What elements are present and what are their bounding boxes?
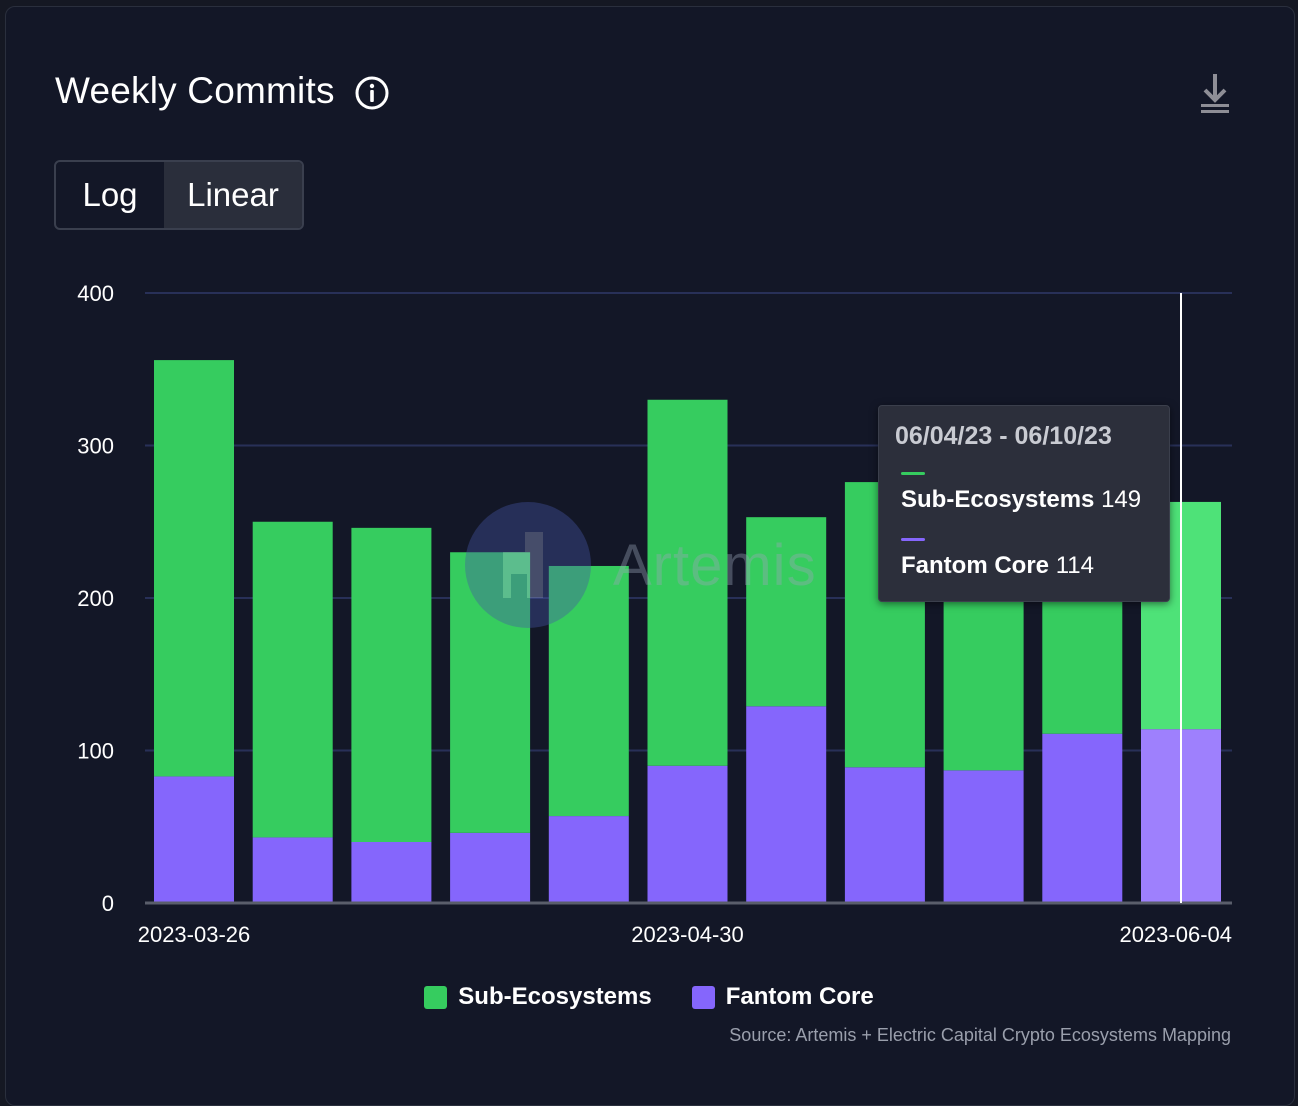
tooltip-fantom-core-marker — [901, 538, 925, 541]
bar-fantom-core[interactable] — [154, 776, 234, 903]
bar-fantom-core[interactable] — [844, 767, 925, 903]
y-axis-ticks: 0 100 200 300 400 — [77, 281, 114, 916]
bar-sub-ecosystems[interactable] — [746, 517, 827, 707]
scale-toggle: Log Linear — [54, 160, 304, 230]
x-tick-label: 2023-06-04 — [1119, 922, 1232, 947]
tooltip-row-sub-ecosystems: Sub-Ecosystems 149 — [901, 486, 1141, 514]
legend-label: Sub-Ecosystems — [458, 983, 652, 1010]
bar-sub-ecosystems[interactable] — [252, 521, 333, 838]
hover-tooltip: 06/04/23 - 06/10/23 Sub-Ecosystems 149 F… — [878, 405, 1170, 602]
legend-item-fantom-core[interactable]: Fantom Core — [691, 983, 874, 1011]
legend-label: Fantom Core — [725, 983, 874, 1010]
tooltip-label: Sub-Ecosystems — [901, 486, 1095, 513]
y-tick-label: 400 — [77, 281, 114, 306]
info-icon[interactable] — [354, 75, 390, 111]
bar-sub-ecosystems[interactable] — [450, 552, 531, 833]
bar-fantom-core[interactable] — [252, 837, 333, 903]
y-tick-label: 200 — [77, 586, 114, 611]
chart-title: Weekly Commits — [55, 70, 335, 111]
bar-fantom-core[interactable] — [450, 832, 531, 903]
tooltip-row-fantom-core: Fantom Core 114 — [901, 552, 1094, 580]
bar-fantom-core[interactable] — [943, 770, 1024, 903]
legend-swatch — [424, 985, 448, 1009]
legend-swatch — [691, 985, 715, 1009]
log-scale-button[interactable]: Log — [82, 176, 138, 213]
y-tick-label: 100 — [77, 739, 114, 764]
bar-sub-ecosystems[interactable] — [647, 399, 728, 766]
bar-sub-ecosystems[interactable] — [351, 527, 432, 842]
tooltip-sub-ecosystems-marker — [901, 472, 925, 475]
tooltip-date-range: 06/04/23 - 06/10/23 — [895, 422, 1112, 450]
y-tick-label: 0 — [102, 891, 114, 916]
x-tick-label: 2023-03-26 — [138, 922, 251, 947]
bar-sub-ecosystems[interactable] — [154, 360, 234, 777]
bar-fantom-core[interactable] — [548, 816, 629, 903]
legend-item-sub-ecosystems[interactable]: Sub-Ecosystems — [424, 983, 652, 1011]
download-icon[interactable] — [1198, 72, 1232, 114]
x-tick-label: 2023-04-30 — [631, 922, 744, 947]
x-axis-ticks: 2023-03-26 2023-04-30 2023-06-04 — [138, 922, 1232, 947]
bar-fantom-core[interactable] — [1042, 733, 1123, 903]
bar-fantom-core[interactable] — [647, 765, 728, 903]
bar-fantom-core[interactable] — [351, 842, 432, 903]
source-note: Source: Artemis + Electric Capital Crypt… — [729, 1025, 1231, 1045]
chart-legend: Sub-Ecosystems Fantom Core — [0, 983, 1298, 1011]
bar-sub-ecosystems[interactable] — [548, 565, 629, 817]
tooltip-label: Fantom Core — [901, 552, 1050, 579]
bar-fantom-core[interactable] — [746, 706, 827, 903]
tooltip-value: 114 — [1055, 552, 1094, 579]
linear-scale-button[interactable]: Linear — [164, 162, 302, 228]
y-tick-label: 300 — [77, 434, 114, 459]
tooltip-value: 149 — [1101, 486, 1142, 513]
